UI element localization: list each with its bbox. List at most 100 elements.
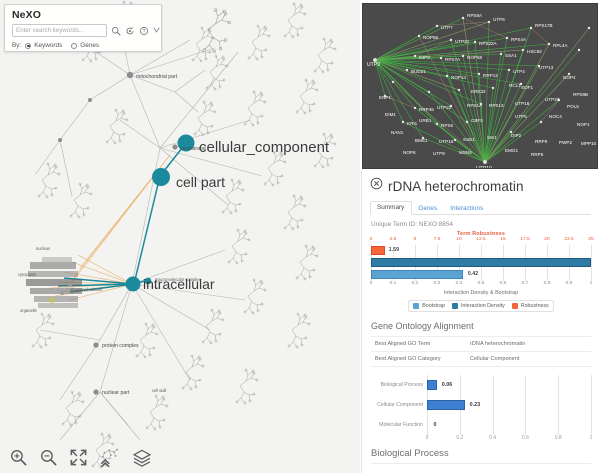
bar-interaction-density[interactable] <box>371 258 591 267</box>
tree-label-cytoplasm: cytoplasm <box>18 272 37 277</box>
axis-tick: 2.5 <box>389 237 397 242</box>
bar-value-robustness: 1.59 <box>388 247 400 253</box>
radio-keywords-label: Keywords <box>34 42 63 49</box>
axis-tick: 0.2 <box>411 281 419 286</box>
fit-to-screen-icon[interactable] <box>69 448 88 467</box>
gene-label: KRI1 <box>407 121 418 126</box>
legend-label-robustness: Robustness <box>520 303 549 309</box>
gene-label: RPS8A <box>467 13 483 18</box>
tab-summary[interactable]: Summary <box>370 201 413 215</box>
zoom-out-icon[interactable] <box>39 448 58 467</box>
axis-tick: 7.5 <box>433 237 441 242</box>
gene-label: POL5 <box>567 104 579 109</box>
gene-label: RPS13 <box>489 103 504 108</box>
axis-tick: 0.7 <box>521 281 529 286</box>
radio-keywords-dot <box>25 42 32 49</box>
go-chart-row-cellular-component: Cellular Component 0.23 <box>371 395 592 415</box>
gene-label: UTP6 <box>493 17 505 22</box>
axis-tick: 0 <box>369 237 373 242</box>
tree-toolbar[interactable] <box>0 441 360 473</box>
go-chart-row-biological-process: Biological Process 0.06 <box>371 375 592 395</box>
axis-tick: 0.6 <box>521 435 529 441</box>
axis-tick: 0 <box>425 435 429 441</box>
go-bar-biological-process[interactable] <box>427 380 437 390</box>
gene-label: SSB1 <box>463 137 475 142</box>
page-title: rDNA heterochromatin <box>388 178 524 194</box>
app-title: NeXO <box>12 9 41 21</box>
search-panel[interactable]: NeXO <box>4 4 162 52</box>
chevron-down-icon[interactable] <box>153 26 160 35</box>
tab-genes[interactable]: Genes <box>418 205 438 212</box>
go-term-value: rDNA heterochromatin <box>470 341 526 347</box>
gene-label: NOP58 <box>467 55 483 60</box>
divider <box>371 463 591 464</box>
table-row: Best Aligned GO Term rDNA heterochromati… <box>371 336 591 351</box>
collapse-network-icon[interactable] <box>99 448 121 467</box>
radio-genes[interactable]: Genes <box>71 42 99 49</box>
gene-label: UTP7 <box>441 25 453 30</box>
gene-label: NOP6 <box>403 150 416 155</box>
go-value-biological-process: 0.06 <box>441 382 453 388</box>
gene-label: UTP18 <box>515 101 530 106</box>
axis-tick: 0.9 <box>565 281 573 286</box>
table-row: Best Aligned GO Category Cellular Compon… <box>371 351 591 367</box>
chart-bottom-axis: 0 0.1 0.2 0.3 0.4 0.5 0.6 0.7 0.8 0.9 1 <box>369 281 593 289</box>
go-chart-label-cellular-component: Cellular Component <box>377 402 423 408</box>
axis-tick: 5 <box>413 237 417 242</box>
node-cellular-component <box>177 134 195 152</box>
node-intracellular <box>125 276 141 292</box>
gene-label: NAN1 <box>391 130 404 135</box>
gene-label: RRP9 <box>535 139 548 144</box>
gene-label: EMG1 <box>505 148 518 153</box>
legend-item-bootstrap[interactable]: Bootstrap <box>413 303 445 309</box>
axis-tick: 0.8 <box>543 281 551 286</box>
radio-keywords[interactable]: Keywords <box>25 42 62 49</box>
search-icon[interactable] <box>111 26 121 36</box>
help-icon[interactable]: ? <box>139 26 149 36</box>
bar-bootstrap[interactable] <box>371 270 464 279</box>
refresh-icon[interactable] <box>125 26 135 36</box>
ontology-tree-canvas[interactable]: cellular_component cell part intracellul… <box>0 0 360 473</box>
gene-label: UTP20 <box>545 97 560 102</box>
ontology-tree-view[interactable]: cellular_component cell part intracellul… <box>0 0 360 473</box>
gene-label: UTP13 <box>539 65 554 70</box>
go-chart-row-molecular-function: Molecular Function 0 <box>371 415 592 435</box>
gene-label: SOF1 <box>521 85 533 90</box>
go-term-key: Best Aligned GO Term <box>375 341 431 347</box>
layers-icon[interactable] <box>132 448 152 467</box>
go-chart-label-molecular-function: Molecular Function <box>379 422 423 428</box>
gene-label: MSN5 <box>459 150 472 155</box>
gene-label: RPS9B <box>573 92 588 97</box>
gene-label: NOP56 <box>423 35 439 40</box>
gene-label: HSC82 <box>527 49 542 54</box>
legend-item-robustness[interactable]: Robustness <box>511 303 549 309</box>
gene-network-canvas[interactable]: UTP9 UTP10 RPS8A UTP7 UTP6 RPS17B NOP56 … <box>363 4 598 169</box>
gene-label: RPS7A <box>445 57 461 62</box>
zoom-in-icon[interactable] <box>9 448 28 467</box>
legend-item-interaction-density[interactable]: Interaction Density <box>451 303 505 309</box>
axis-tick: 0 <box>369 281 373 286</box>
search-input[interactable] <box>12 24 107 37</box>
chart-top-axis: 0 2.5 5 7.5 10 12.5 15 17.5 20 22.5 25 <box>369 237 594 245</box>
gene-label: CBF5 <box>471 118 483 123</box>
close-circle-icon[interactable] <box>370 177 383 195</box>
gene-label: UTP8 <box>433 151 445 156</box>
axis-tick: 0.5 <box>477 281 485 286</box>
go-bar-cellular-component[interactable] <box>427 400 465 410</box>
go-alignment-table: Best Aligned GO Term rDNA heterochromati… <box>371 336 591 367</box>
chart-title-term-robustness: Term Robustness <box>456 231 506 237</box>
gene-label: RPS17B <box>535 23 553 28</box>
axis-tick: 0.8 <box>554 435 562 441</box>
tree-label-mitochondrial-part: mitochondrial part <box>136 74 178 80</box>
svg-text:?: ? <box>143 29 146 35</box>
gene-interaction-network[interactable]: UTP9 UTP10 RPS8A UTP7 UTP6 RPS17B NOP56 … <box>362 3 598 169</box>
radio-genes-dot <box>71 42 78 49</box>
axis-tick: 1 <box>589 281 593 286</box>
gene-label: RPS6 <box>441 123 453 128</box>
gene-label-utp9: UTP9 <box>367 62 380 68</box>
tab-interactions[interactable]: Interactions <box>450 205 484 212</box>
detail-tabs[interactable]: Summary Genes Interactions <box>370 200 591 215</box>
go-alignment-chart: Biological Process 0.06 Cellular Compone… <box>371 375 592 444</box>
chart-plot-area: 1.59 0.42 <box>371 245 592 281</box>
bar-robustness[interactable] <box>371 246 386 255</box>
